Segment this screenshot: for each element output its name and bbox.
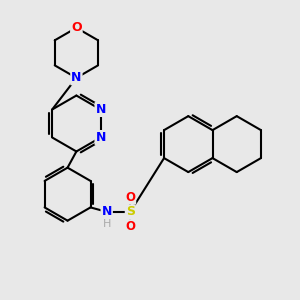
Text: O: O xyxy=(71,21,82,34)
Text: S: S xyxy=(126,205,135,218)
Text: N: N xyxy=(95,103,106,116)
Text: N: N xyxy=(71,71,82,84)
Text: O: O xyxy=(125,220,135,233)
Text: O: O xyxy=(125,190,135,204)
Text: N: N xyxy=(101,205,112,218)
Text: H: H xyxy=(103,219,111,229)
Text: N: N xyxy=(95,131,106,144)
